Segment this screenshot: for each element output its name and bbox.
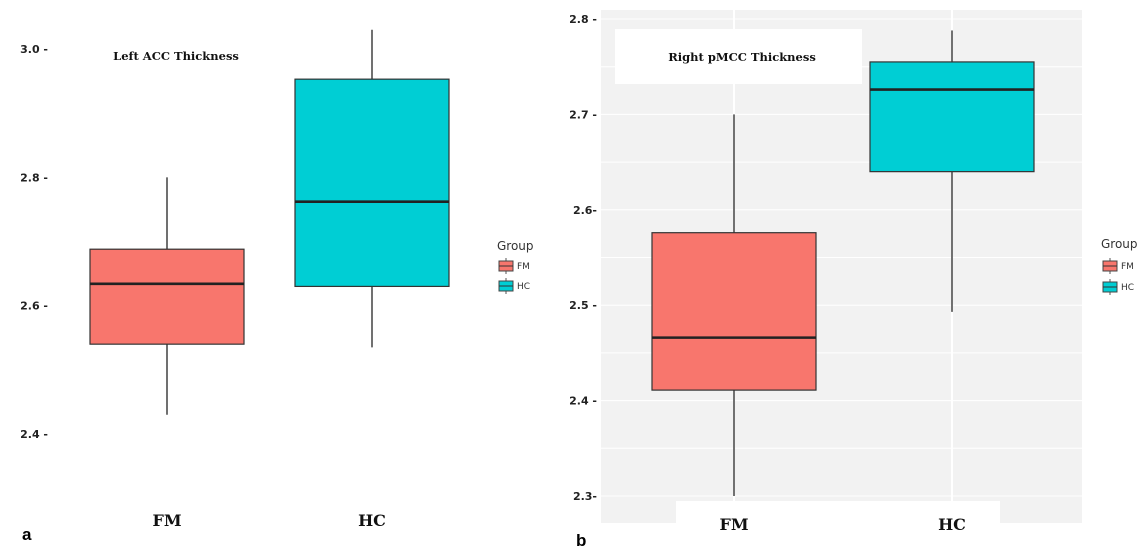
title-background [615, 29, 862, 84]
y-tick-label: 2.4 - [569, 395, 597, 408]
y-tick-label: 2.8 - [20, 171, 48, 184]
legend-label: HC [517, 282, 530, 292]
y-tick-label: 2.6 - [20, 300, 48, 313]
box-HC [869, 61, 1035, 173]
y-tick-label: 2.4 - [20, 428, 48, 441]
legend-label: FM [517, 262, 530, 272]
legend-label: FM [1121, 262, 1134, 272]
x-category-label: FM [719, 515, 748, 534]
y-tick-label: 2.6- [573, 204, 597, 217]
y-tick-label: 2.3- [573, 490, 597, 503]
legend-title: Group [497, 239, 534, 253]
box-FM [651, 232, 817, 391]
legend-label: HC [1121, 283, 1134, 293]
legend-title: Group [1101, 237, 1138, 251]
panel-letter: b [576, 531, 586, 546]
x-category-label: HC [938, 515, 966, 534]
panel-b: 2.3- 2.4 - 2.5 - 2.6- 2.7 - 2.8 - FM HC Right pM… [569, 10, 1138, 546]
y-tick-label: 2.7 - [569, 108, 597, 121]
x-category-label: HC [358, 511, 386, 530]
box-HC [294, 78, 450, 288]
chart-title: Right pMCC Thickness [668, 50, 816, 64]
chart-title: Left ACC Thickness [113, 49, 239, 63]
panel-a: 2.4 - 2.6 - 2.8 - 3.0 - FM HC Left ACC Thickne… [20, 29, 534, 544]
box-FM [89, 248, 245, 345]
x-category-label: FM [152, 511, 181, 530]
y-tick-label: 2.5 - [569, 299, 597, 312]
panel-letter: a [22, 525, 32, 544]
axis-label-band [676, 501, 1000, 523]
y-tick-label: 2.8 - [569, 13, 597, 26]
y-tick-label: 3.0 - [20, 43, 48, 56]
